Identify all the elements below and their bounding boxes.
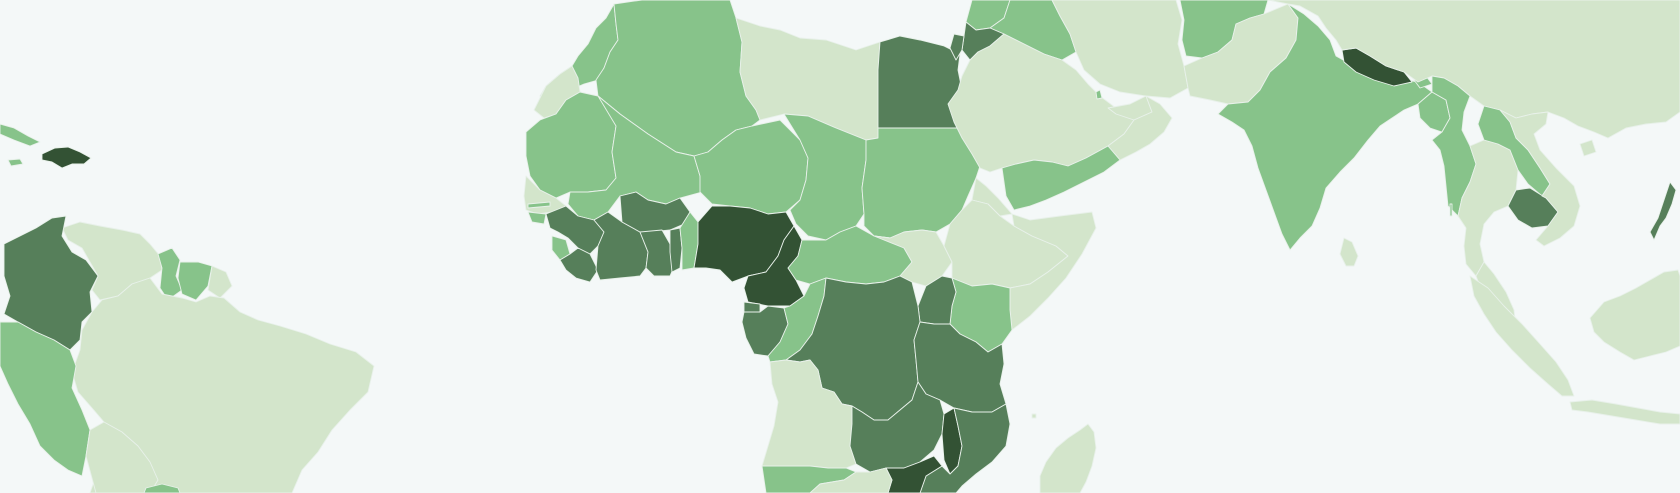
country-jamaica[interactable] <box>7 158 24 167</box>
country-botswana[interactable] <box>809 467 893 493</box>
country-paraguay[interactable] <box>143 483 181 493</box>
country-togo[interactable] <box>669 227 683 273</box>
country-ghana[interactable] <box>639 229 677 277</box>
country-qatar[interactable] <box>1095 89 1103 100</box>
country-andaman-islands[interactable] <box>1449 203 1453 217</box>
country-comoros[interactable] <box>1031 413 1037 419</box>
country-equatorial-guinea[interactable] <box>743 301 761 313</box>
country-sri-lanka[interactable] <box>1339 237 1359 267</box>
country-madagascar[interactable] <box>1039 423 1097 493</box>
country-gambia[interactable] <box>527 201 551 209</box>
country-brazil[interactable] <box>71 277 375 493</box>
country-borneo[interactable] <box>1589 269 1680 361</box>
country-hispaniola[interactable] <box>41 146 92 169</box>
country-hainan[interactable] <box>1579 139 1597 157</box>
country-philippines[interactable] <box>1649 181 1677 241</box>
country-yemen[interactable] <box>1001 145 1121 211</box>
country-mozambique[interactable] <box>919 403 1011 493</box>
country-vietnam[interactable] <box>1499 109 1581 247</box>
country-south-sudan[interactable] <box>873 229 953 287</box>
country-guinea-bissau[interactable] <box>527 211 547 225</box>
country-israel[interactable] <box>949 33 965 61</box>
country-oman[interactable] <box>1107 95 1173 161</box>
country-bolivia[interactable] <box>85 421 159 493</box>
country-cuba[interactable] <box>0 123 41 147</box>
country-french-guiana[interactable] <box>207 265 233 299</box>
country-suriname[interactable] <box>177 261 213 301</box>
country-java[interactable] <box>1569 399 1680 425</box>
country-sumatra[interactable] <box>1469 275 1575 397</box>
country-guinea[interactable] <box>545 205 605 255</box>
